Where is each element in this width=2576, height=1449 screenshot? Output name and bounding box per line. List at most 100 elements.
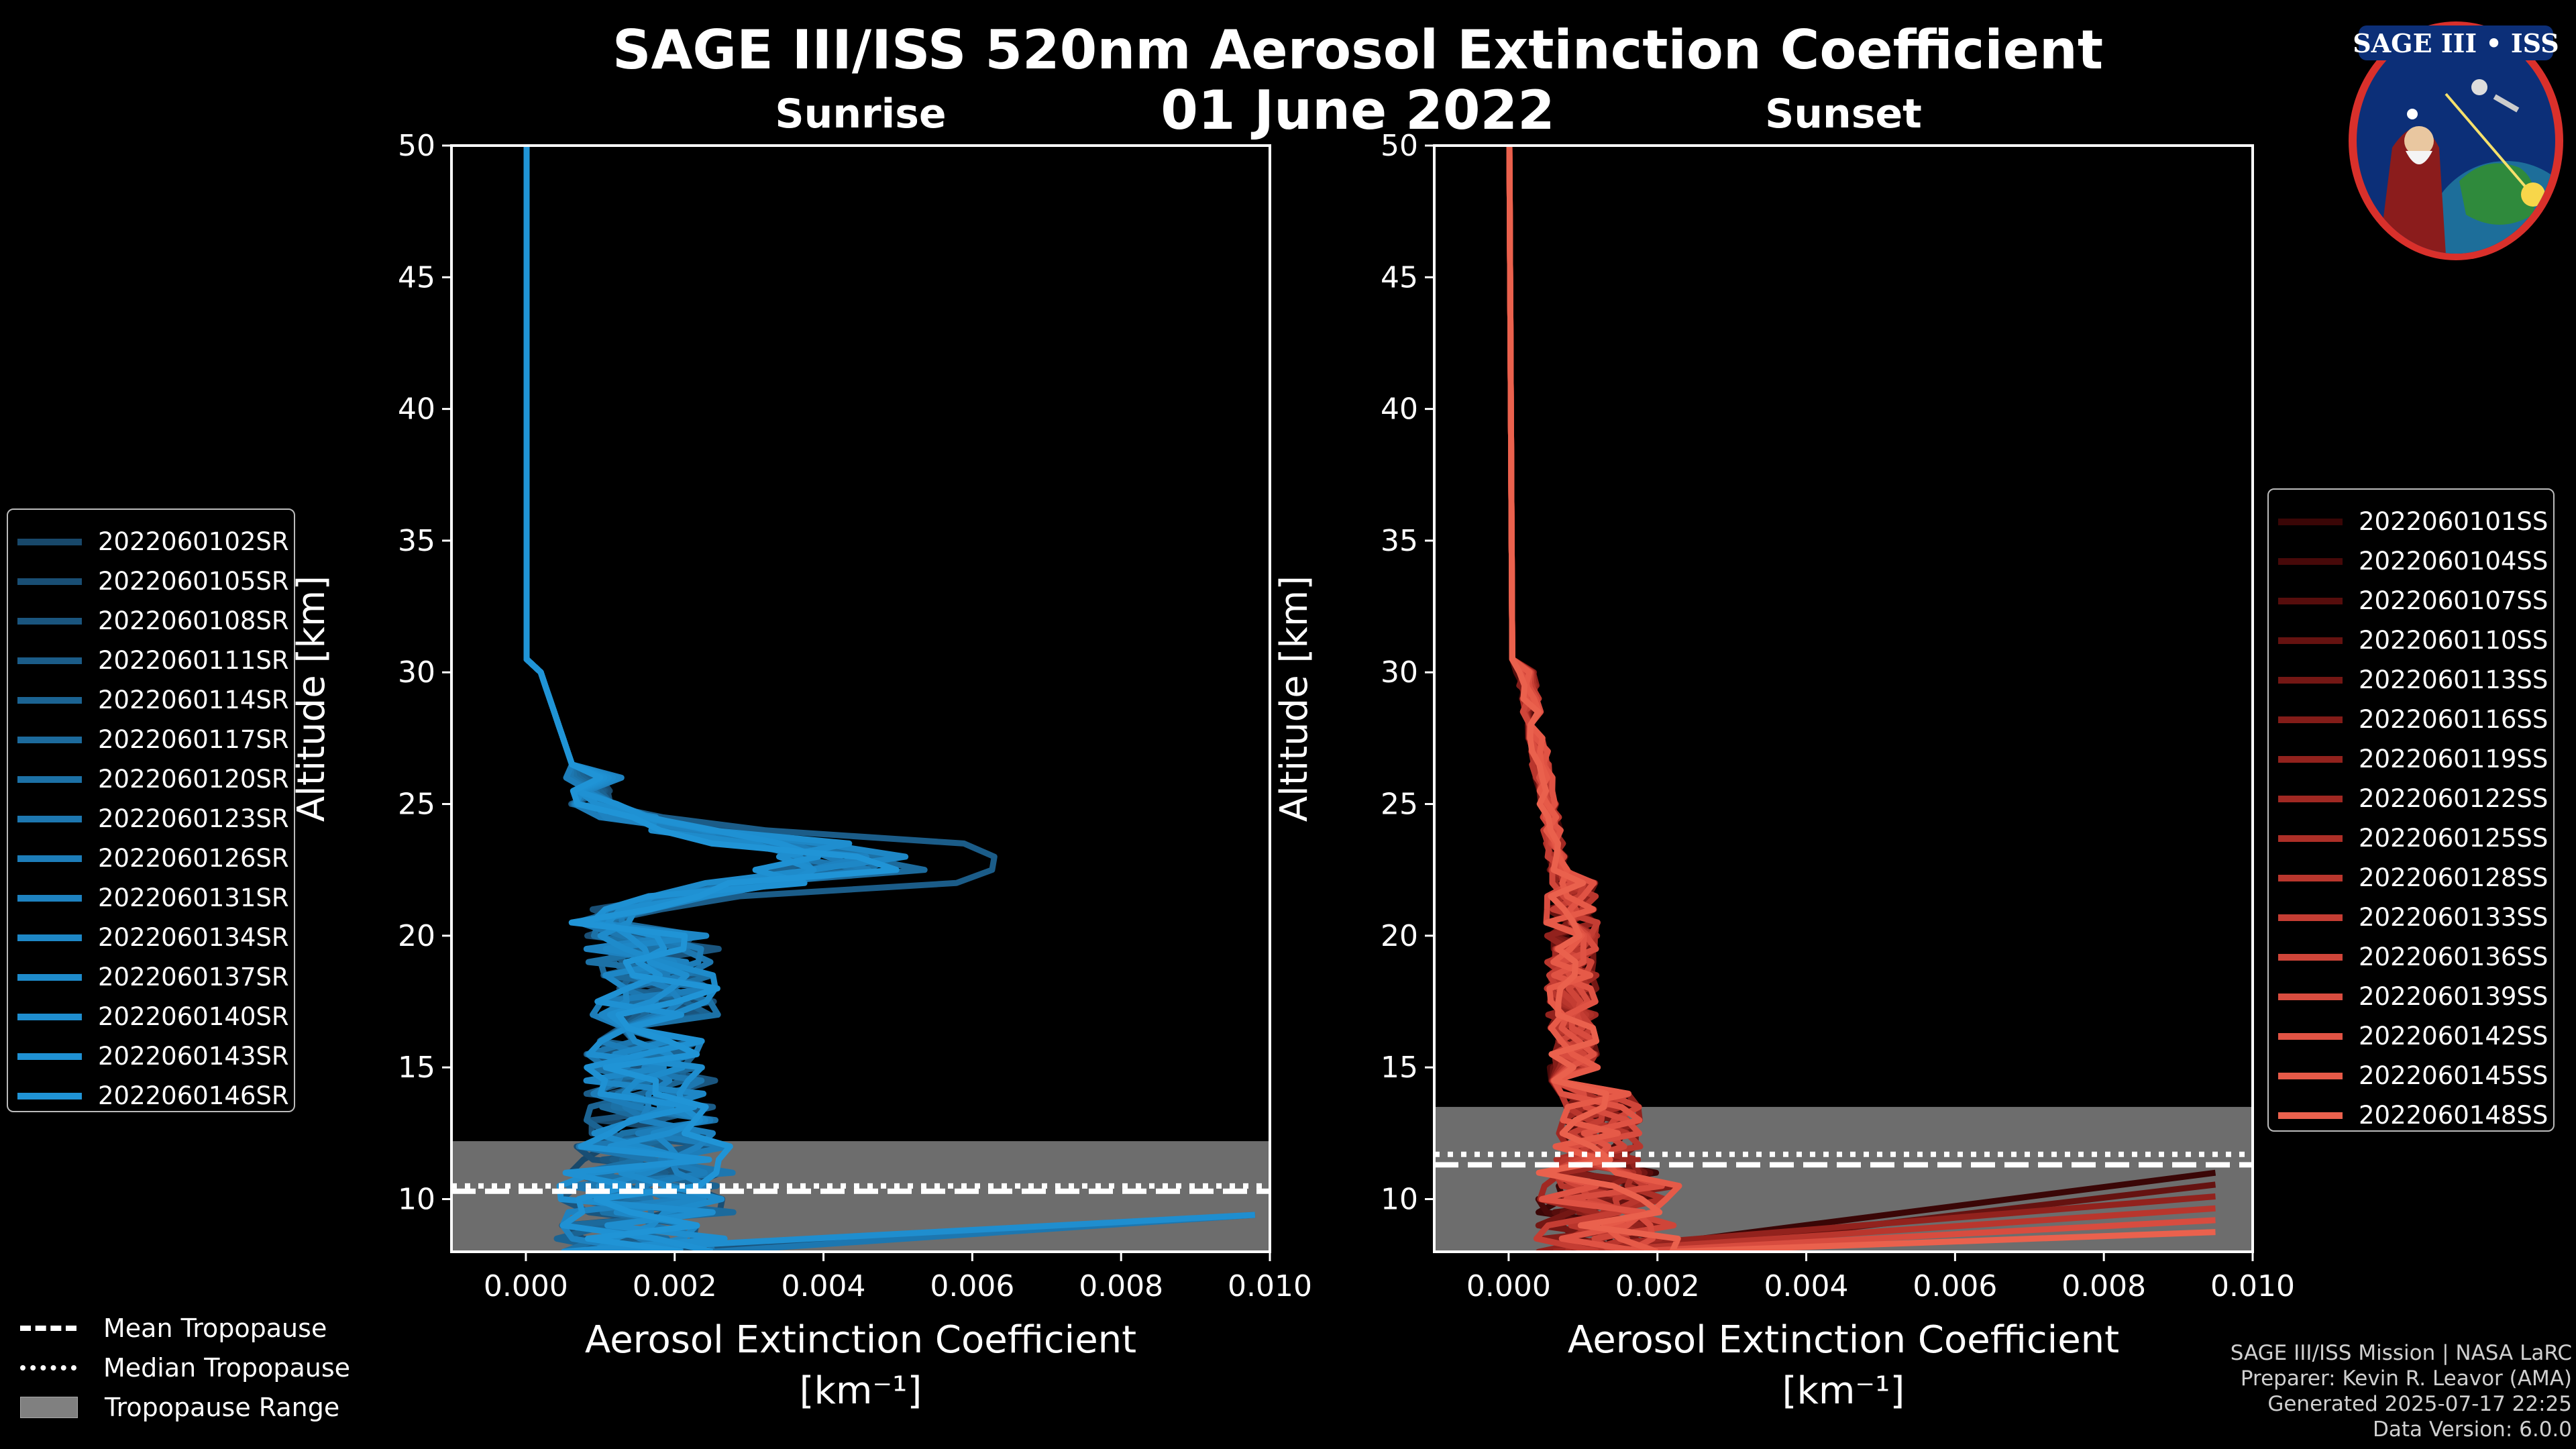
- legend-label: 2022060137SR: [98, 963, 289, 991]
- x-tick-label: 0.010: [2210, 1269, 2295, 1303]
- tropopause-legend: Mean Tropopause Median Tropopause Tropop…: [20, 1308, 350, 1427]
- y-tick-label: 25: [1381, 788, 1418, 822]
- legend-swatch: [2278, 518, 2343, 525]
- legend-label: 2022060117SR: [98, 725, 289, 754]
- profile-line-2022060120SR: [523, 146, 898, 1252]
- legend-swatch: [17, 855, 82, 862]
- legend-item-2022060123SR: 2022060123SR: [8, 799, 289, 839]
- sunset-legend: 2022060101SS 2022060104SS 2022060107SS 2022…: [2267, 488, 2555, 1132]
- y-tick-label: 30: [398, 655, 435, 690]
- legend-label: 2022060105SR: [98, 567, 289, 596]
- legend-label: 2022060110SS: [2359, 626, 2548, 655]
- footer-credits: SAGE III/ISS Mission | NASA LaRC Prepare…: [2231, 1340, 2572, 1442]
- x-tick-label: 0.006: [930, 1269, 1014, 1303]
- profile-line-2022060101SS: [1506, 146, 2216, 1252]
- x-tick-label: 0.002: [1615, 1269, 1700, 1303]
- legend-swatch: [2278, 795, 2343, 802]
- legend-label: 2022060119SS: [2359, 745, 2548, 773]
- legend-swatch: [17, 696, 82, 704]
- y-axis-label: Altitude [km]: [290, 576, 333, 822]
- footer-generated: Generated 2025-07-17 22:25: [2267, 1392, 2572, 1416]
- y-tick-label: 45: [1381, 260, 1418, 294]
- legend-swatch: [17, 1013, 82, 1020]
- x-axis-unit: [km⁻¹]: [1782, 1369, 1905, 1413]
- x-tick-label: 0.002: [633, 1269, 717, 1303]
- legend-swatch: [2278, 835, 2343, 842]
- legend-swatch: [17, 775, 82, 783]
- x-tick-label: 0.006: [1913, 1269, 1997, 1303]
- legend-item-2022060113SS: 2022060113SS: [2269, 660, 2548, 700]
- profile-line-2022060110SS: [1506, 146, 2216, 1252]
- profile-line-2022060146SR: [523, 146, 900, 1252]
- legend-item-2022060139SS: 2022060139SS: [2269, 977, 2548, 1016]
- profile-line-2022060148SS: [1506, 146, 2216, 1252]
- legend-label: 2022060120SR: [98, 765, 289, 794]
- legend-swatch: [17, 973, 82, 981]
- legend-item-2022060107SS: 2022060107SS: [2269, 581, 2548, 621]
- dotted-line-swatch: [20, 1364, 76, 1371]
- legend-label: 2022060108SR: [98, 606, 289, 635]
- legend-label: 2022060102SR: [98, 527, 289, 556]
- y-tick-label: 10: [398, 1182, 435, 1216]
- legend-label: 2022060104SS: [2359, 547, 2548, 576]
- plot-frame: [450, 144, 1271, 1253]
- legend-label: 2022060128SS: [2359, 863, 2548, 892]
- profile-line-2022060105SR: [523, 146, 907, 1252]
- legend-label: 2022060114SR: [98, 686, 289, 714]
- x-tick-label: 0.010: [1228, 1269, 1312, 1303]
- legend-item-2022060122SS: 2022060122SS: [2269, 779, 2548, 818]
- profile-line-2022060117SR: [523, 146, 928, 1252]
- y-tick-label: 50: [398, 129, 435, 163]
- legend-label: 2022060133SS: [2359, 903, 2548, 932]
- legend-swatch: [2278, 1072, 2343, 1079]
- legend-swatch: [17, 1092, 82, 1099]
- legend-mean-tropopause: Mean Tropopause: [20, 1308, 350, 1348]
- legend-item-2022060126SR: 2022060126SR: [8, 839, 289, 878]
- legend-label: 2022060122SS: [2359, 784, 2548, 813]
- sunrise-legend: 2022060102SR 2022060105SR 2022060108SR 2022…: [7, 508, 295, 1112]
- y-tick-label: 15: [1381, 1051, 1418, 1085]
- legend-item-2022060142SS: 2022060142SS: [2269, 1016, 2548, 1056]
- legend-item-2022060117SR: 2022060117SR: [8, 720, 289, 759]
- y-tick-label: 20: [398, 919, 435, 953]
- profile-line-2022060111SR: [523, 146, 998, 1252]
- legend-label: 2022060143SR: [98, 1042, 289, 1071]
- y-tick-label: 45: [398, 260, 435, 294]
- y-tick-label: 40: [398, 392, 435, 427]
- legend-label: 2022060126SR: [98, 844, 289, 873]
- legend-swatch: [2278, 1032, 2343, 1040]
- legend-label: 2022060136SS: [2359, 943, 2548, 971]
- y-tick-label: 20: [1381, 919, 1418, 953]
- profile-lines: [523, 146, 1256, 1252]
- legend-tropopause-range: Tropopause Range: [20, 1387, 350, 1427]
- sage-iii-iss-mission-logo: SAGE III • ISS: [2349, 21, 2563, 260]
- profile-line-2022060119SS: [1506, 146, 2216, 1252]
- legend-item-2022060146SR: 2022060146SR: [8, 1076, 289, 1116]
- legend-swatch: [2278, 716, 2343, 723]
- x-tick-label: 0.008: [2061, 1269, 2146, 1303]
- legend-item-2022060137SR: 2022060137SR: [8, 957, 289, 997]
- sunset-panel: 10 15 20 25 30 35 40 45 50 0.000 0.002 0.004 0.006 0.…: [1273, 91, 2295, 1413]
- profile-line-2022060114SR: [523, 146, 820, 1252]
- legend-item-2022060104SS: 2022060104SS: [2269, 541, 2548, 581]
- legend-label: 2022060142SS: [2359, 1022, 2548, 1051]
- legend-item-2022060119SS: 2022060119SS: [2269, 739, 2548, 779]
- y-tick-label: 35: [1381, 524, 1418, 558]
- legend-label: 2022060134SR: [98, 923, 289, 952]
- legend-item-2022060143SR: 2022060143SR: [8, 1036, 289, 1076]
- profile-line-2022060134SR: [523, 146, 909, 1252]
- legend-label: 2022060125SS: [2359, 824, 2548, 853]
- legend-item-2022060140SR: 2022060140SR: [8, 997, 289, 1036]
- footer-data-version: Data Version: 6.0.0: [2372, 1417, 2572, 1442]
- profile-line-2022060139SS: [1506, 146, 2216, 1252]
- legend-label: 2022060101SS: [2359, 507, 2548, 536]
- legend-item-2022060108SR: 2022060108SR: [8, 601, 289, 641]
- legend-label: 2022060107SS: [2359, 586, 2548, 615]
- legend-swatch: [17, 538, 82, 545]
- range-patch-swatch: [20, 1396, 78, 1418]
- legend-swatch: [2278, 637, 2343, 644]
- y-tick-label: 40: [1381, 392, 1418, 427]
- x-tick-label: 0.004: [1764, 1269, 1849, 1303]
